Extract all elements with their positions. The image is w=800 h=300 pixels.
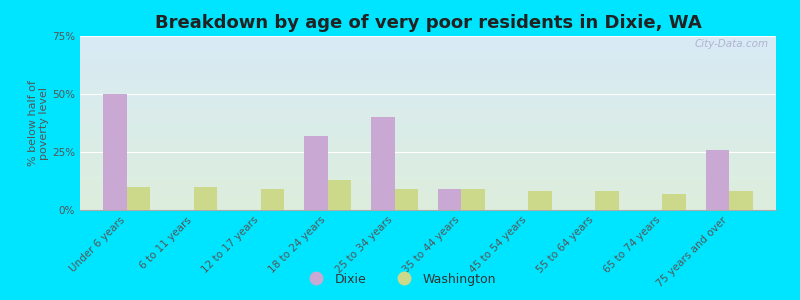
Bar (328, 180, 351, 210)
Text: City-Data.com: City-Data.com (695, 40, 769, 50)
Bar (304, 136, 328, 210)
Bar (194, 187, 217, 210)
Bar (127, 187, 150, 210)
Legend: Dixie, Washington: Dixie, Washington (298, 268, 502, 291)
Bar (103, 94, 127, 210)
Bar (729, 191, 753, 210)
Bar (595, 191, 618, 210)
Bar (371, 117, 394, 210)
Bar (528, 191, 552, 210)
Bar (662, 194, 686, 210)
Title: Breakdown by age of very poor residents in Dixie, WA: Breakdown by age of very poor residents … (154, 14, 702, 32)
Bar (706, 150, 729, 210)
Y-axis label: % below half of
poverty level: % below half of poverty level (28, 80, 50, 166)
Bar (394, 189, 418, 210)
Bar (261, 189, 284, 210)
Bar (438, 189, 462, 210)
Bar (462, 189, 485, 210)
